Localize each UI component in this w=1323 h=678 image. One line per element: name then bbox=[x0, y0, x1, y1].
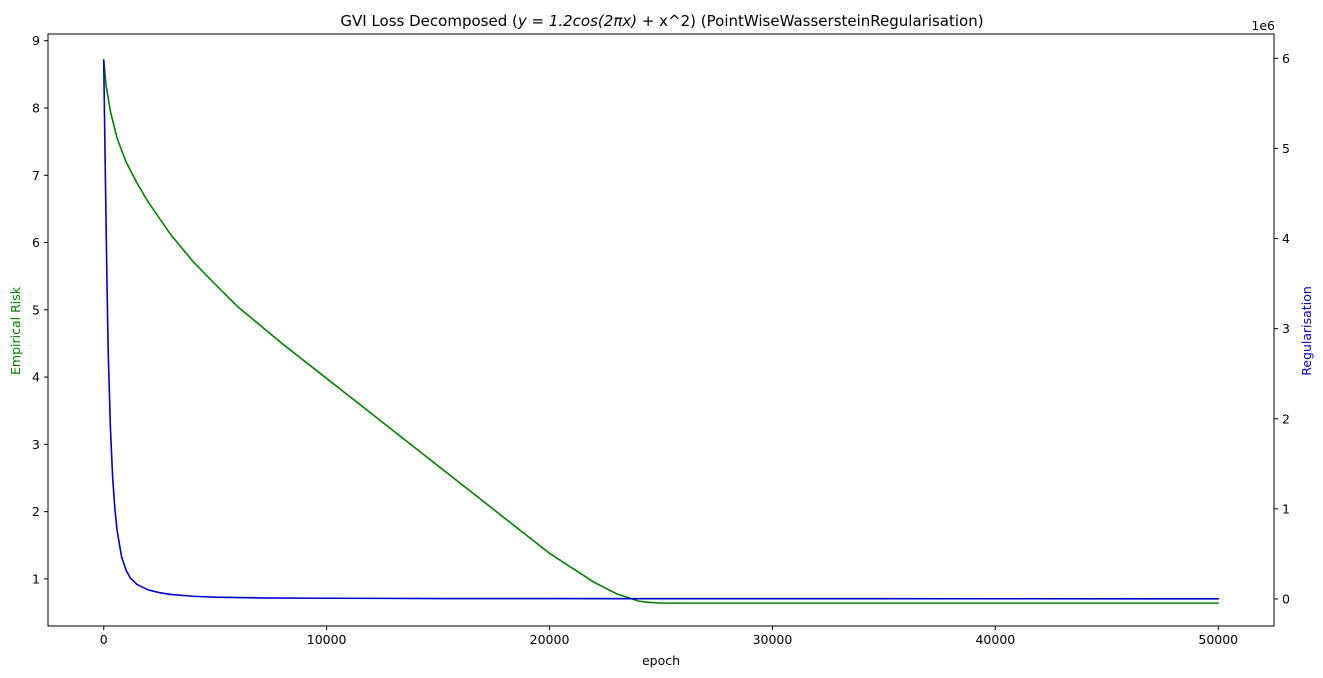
right-tick-label: 5 bbox=[1282, 141, 1290, 156]
chart-title-before: GVI Loss Decomposed ( bbox=[340, 12, 517, 30]
plot-frame bbox=[47, 33, 1275, 627]
x-ticks: 0 10000 20000 30000 40000 50000 bbox=[100, 626, 1238, 647]
left-tick-label: 3 bbox=[32, 437, 40, 452]
right-tick-label: 0 bbox=[1282, 591, 1290, 606]
left-tick-label: 4 bbox=[32, 370, 40, 385]
x-tick-label: 50000 bbox=[1198, 632, 1238, 647]
right-offset-text: 1e6 bbox=[1251, 18, 1275, 33]
right-tick-label: 1 bbox=[1282, 501, 1290, 516]
x-tick-label: 20000 bbox=[530, 632, 570, 647]
x-axis-title: epoch bbox=[642, 653, 680, 668]
right-y-ticks: 0 1 2 3 4 5 6 bbox=[1274, 51, 1290, 606]
left-tick-label: 8 bbox=[32, 101, 40, 116]
right-axis-title: Regularisation bbox=[1299, 286, 1314, 376]
x-tick-label: 40000 bbox=[975, 632, 1015, 647]
series-line-regularisation bbox=[102, 60, 1220, 600]
left-tick-label: 6 bbox=[32, 235, 40, 250]
right-tick-label: 4 bbox=[1282, 231, 1290, 246]
right-tick-label: 6 bbox=[1282, 51, 1290, 66]
chart-title-after: + x^2) (PointWiseWassersteinRegularisati… bbox=[637, 12, 984, 30]
left-tick-label: 1 bbox=[32, 571, 40, 586]
left-tick-label: 5 bbox=[32, 302, 40, 317]
x-tick-label: 0 bbox=[100, 632, 108, 647]
chart-title: GVI Loss Decomposed (y = 1.2cos(2πx) + x… bbox=[340, 12, 983, 30]
x-tick-label: 30000 bbox=[753, 632, 793, 647]
left-y-ticks: 1 2 3 4 5 6 7 8 9 bbox=[32, 33, 48, 586]
right-tick-label: 2 bbox=[1282, 411, 1290, 426]
left-tick-label: 7 bbox=[32, 168, 40, 183]
right-tick-label: 3 bbox=[1282, 321, 1290, 336]
series-line-empirical-risk bbox=[102, 58, 1220, 604]
left-tick-label: 2 bbox=[32, 504, 40, 519]
left-tick-label: 9 bbox=[32, 33, 40, 48]
series-layer bbox=[102, 58, 1220, 604]
x-tick-label: 10000 bbox=[307, 632, 347, 647]
chart-title-math: y = 1.2cos(2πx) bbox=[517, 12, 637, 30]
left-axis-title: Empirical Risk bbox=[8, 286, 23, 375]
